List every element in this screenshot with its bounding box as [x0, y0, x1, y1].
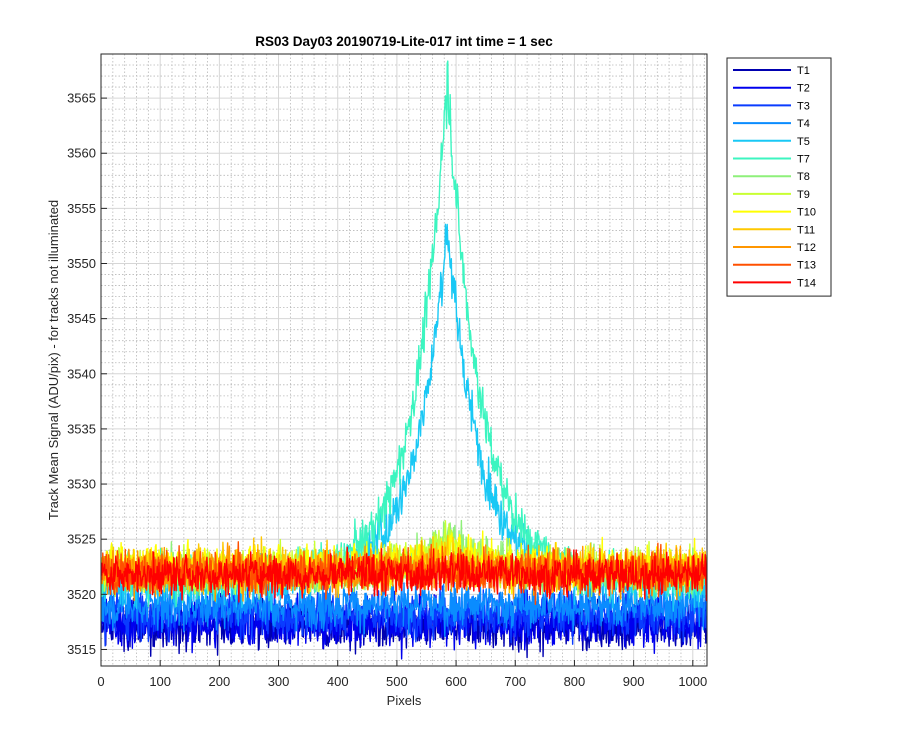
y-tick-label: 3515: [67, 642, 96, 657]
legend-label-t4: T4: [797, 118, 810, 130]
x-tick-label: 600: [445, 674, 467, 689]
y-tick-label: 3560: [67, 146, 96, 161]
y-tick-label: 3545: [67, 311, 96, 326]
x-tick-label: 400: [327, 674, 349, 689]
legend-label-t1: T1: [797, 65, 810, 77]
series-lines: [101, 60, 707, 660]
y-axis-label: Track Mean Signal (ADU/pix) - for tracks…: [46, 200, 61, 520]
legend-label-t14: T14: [797, 277, 816, 289]
legend-label-t13: T13: [797, 260, 816, 272]
legend: T1 T2 T3 T4 T5 T7 T8 T9 T10 T11 T12 T13 T14: [726, 57, 832, 297]
y-tick-label: 3535: [67, 421, 96, 436]
y-tick-label: 3550: [67, 256, 96, 271]
x-tick-label: 200: [209, 674, 231, 689]
legend-label-t11: T11: [797, 224, 815, 236]
legend-label-t5: T5: [797, 136, 810, 148]
x-tick-label: 500: [386, 674, 408, 689]
y-tick-label: 3525: [67, 532, 96, 547]
legend-label-t10: T10: [797, 207, 816, 219]
axes-box: [100, 53, 708, 667]
series-line-t7: [101, 60, 707, 608]
series-line-t14: [101, 546, 707, 603]
y-tick-label: 3540: [67, 366, 96, 381]
y-tick-label: 3520: [67, 587, 96, 602]
chart-title: RS03 Day03 20190719-Lite-017 int time = …: [255, 34, 553, 49]
legend-label-t2: T2: [797, 83, 810, 95]
x-tick-label: 900: [623, 674, 645, 689]
x-tick-label: 800: [564, 674, 586, 689]
legend-label-t9: T9: [797, 189, 810, 201]
legend-label-t12: T12: [797, 242, 816, 254]
y-tick-label: 3565: [67, 91, 96, 106]
x-tick-label: 100: [149, 674, 171, 689]
x-axis-label: Pixels: [387, 693, 422, 708]
y-tick-label: 3555: [67, 201, 96, 216]
x-tick-label: 700: [504, 674, 526, 689]
legend-label-t3: T3: [797, 100, 810, 112]
legend-label-t8: T8: [797, 171, 810, 183]
series-line-t4: [101, 572, 707, 638]
x-tick-label: 300: [268, 674, 290, 689]
x-tick-label: 0: [97, 674, 104, 689]
y-axis-ticks: 3515 3520 3525 3530 3535 3540 3545 3550 3555 3560…: [67, 91, 107, 657]
x-tick-label: 1000: [678, 674, 707, 689]
legend-label-t7: T7: [797, 154, 810, 166]
y-tick-label: 3530: [67, 477, 96, 492]
x-axis-ticks: 0 100 200 300 400 500 600 700 800 900 1000: [97, 660, 707, 689]
